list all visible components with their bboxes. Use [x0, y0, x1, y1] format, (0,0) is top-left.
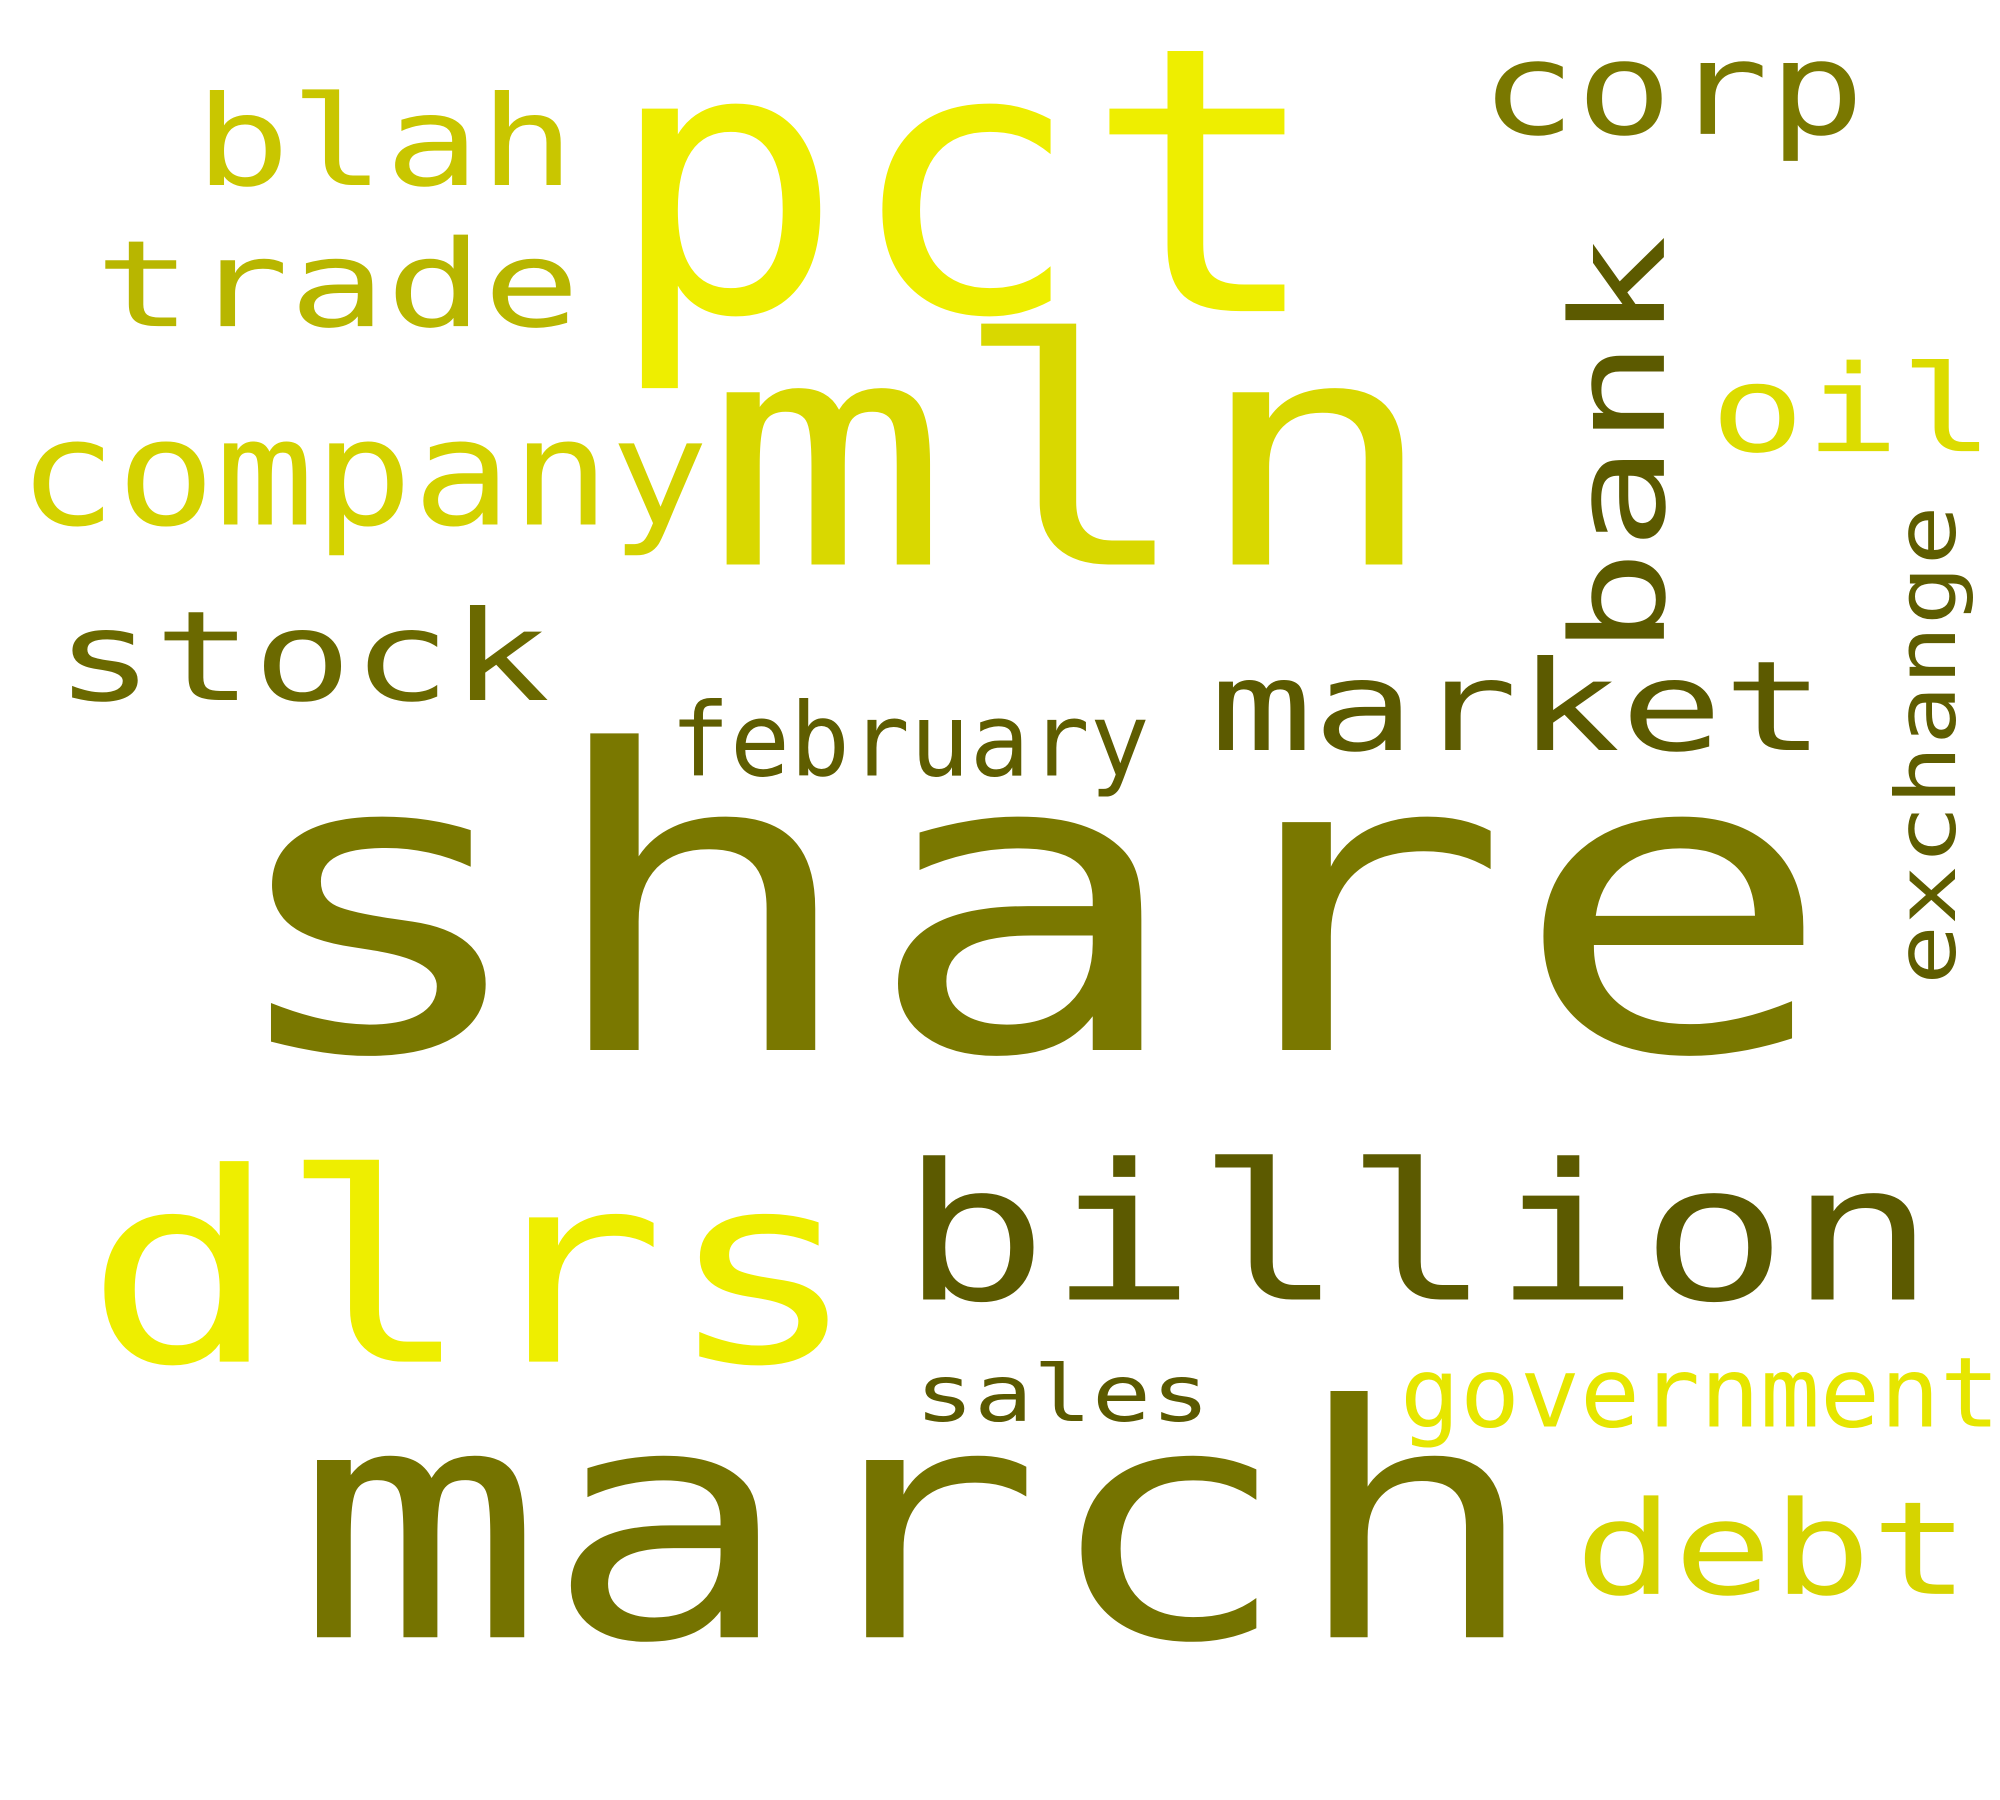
word-corp: corp [1480, 13, 1865, 166]
word-dlrs: dlrs [85, 1116, 860, 1425]
word-exchange: exchange [1877, 505, 1976, 985]
word-blah: blah [195, 68, 575, 215]
word-oil: oil [1710, 339, 1995, 480]
word-stock: stock [55, 583, 551, 730]
word-share: share [215, 662, 1836, 1150]
word-company: company [18, 386, 709, 560]
word-trade: trade [95, 214, 581, 355]
word-bank: bank [1543, 235, 1695, 655]
word-pct: pct [605, 0, 1324, 401]
word-debt: debt [1575, 1473, 1970, 1625]
word-sales: sales [915, 1347, 1211, 1440]
word-government: government [1400, 1336, 2000, 1450]
word-march: march [295, 1335, 1541, 1715]
word-market: market [1210, 633, 1826, 780]
word-billion: billion [900, 1122, 1937, 1345]
word-mln: mln [705, 271, 1439, 640]
word-february: february [670, 680, 1150, 800]
